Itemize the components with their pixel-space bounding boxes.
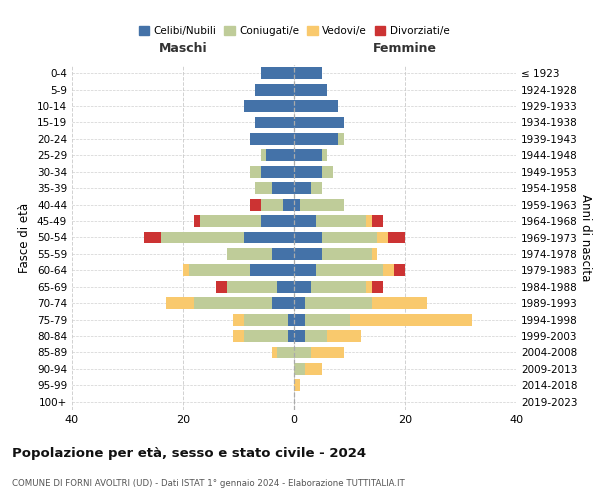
Bar (294, 363, 305, 375)
Text: COMUNE DI FORNI AVOLTRI (UD) - Dati ISTAT 1° gennaio 2024 - Elaborazione TUTTITA: COMUNE DI FORNI AVOLTRI (UD) - Dati ISTA… (12, 479, 405, 488)
Bar (294, 116, 344, 128)
Bar (311, 281, 366, 292)
Bar (294, 330, 305, 342)
Bar (294, 281, 311, 292)
Bar (338, 133, 344, 145)
Bar (244, 100, 294, 112)
Bar (366, 215, 372, 227)
Bar (311, 182, 322, 194)
Bar (322, 248, 372, 260)
Text: Maschi: Maschi (158, 42, 208, 55)
Bar (266, 150, 294, 162)
Bar (311, 346, 344, 358)
Bar (328, 330, 361, 342)
Bar (366, 281, 372, 292)
Bar (283, 198, 294, 210)
Bar (250, 133, 294, 145)
Bar (250, 166, 260, 177)
Bar (233, 330, 244, 342)
Bar (294, 150, 322, 162)
Bar (233, 314, 244, 326)
Bar (166, 298, 194, 309)
Bar (305, 298, 372, 309)
Bar (349, 314, 472, 326)
Bar (277, 346, 294, 358)
Bar (294, 298, 305, 309)
Bar (377, 232, 388, 243)
Bar (299, 198, 344, 210)
Bar (272, 182, 294, 194)
Bar (294, 198, 299, 210)
Bar (227, 281, 277, 292)
Bar (294, 232, 322, 243)
Bar (294, 133, 338, 145)
Bar (294, 264, 316, 276)
Bar (294, 380, 299, 392)
Bar (255, 116, 294, 128)
Bar (289, 330, 294, 342)
Text: Popolazione per età, sesso e stato civile - 2024: Popolazione per età, sesso e stato civil… (12, 448, 366, 460)
Bar (372, 298, 427, 309)
Bar (322, 150, 328, 162)
Bar (194, 298, 272, 309)
Bar (260, 68, 294, 79)
Bar (255, 182, 272, 194)
Bar (255, 84, 294, 96)
Bar (161, 232, 244, 243)
Bar (289, 314, 294, 326)
Bar (188, 264, 250, 276)
Bar (316, 264, 383, 276)
Bar (272, 248, 294, 260)
Bar (260, 215, 294, 227)
Y-axis label: Anni di nascita: Anni di nascita (578, 194, 592, 281)
Bar (372, 248, 377, 260)
Bar (272, 298, 294, 309)
Bar (294, 314, 305, 326)
Bar (294, 166, 322, 177)
Bar (277, 281, 294, 292)
Bar (305, 314, 349, 326)
Bar (294, 100, 338, 112)
Bar (294, 84, 328, 96)
Bar (394, 264, 405, 276)
Bar (316, 215, 366, 227)
Bar (244, 232, 294, 243)
Bar (216, 281, 227, 292)
Bar (260, 150, 266, 162)
Bar (227, 248, 272, 260)
Legend: Celibi/Nubili, Coniugati/e, Vedovi/e, Divorziati/e: Celibi/Nubili, Coniugati/e, Vedovi/e, Di… (134, 22, 454, 40)
Bar (294, 248, 322, 260)
Bar (294, 346, 311, 358)
Bar (294, 68, 322, 79)
Bar (260, 198, 283, 210)
Bar (294, 182, 311, 194)
Bar (244, 314, 289, 326)
Bar (294, 215, 316, 227)
Bar (372, 215, 383, 227)
Bar (305, 330, 328, 342)
Bar (322, 232, 377, 243)
Bar (144, 232, 161, 243)
Bar (388, 232, 405, 243)
Text: Femmine: Femmine (373, 42, 437, 55)
Bar (383, 264, 394, 276)
Y-axis label: Fasce di età: Fasce di età (19, 202, 31, 272)
Bar (260, 166, 294, 177)
Bar (372, 281, 383, 292)
Bar (250, 198, 260, 210)
Bar (322, 166, 333, 177)
Bar (305, 363, 322, 375)
Bar (250, 264, 294, 276)
Bar (194, 215, 200, 227)
Bar (244, 330, 289, 342)
Bar (272, 346, 277, 358)
Bar (200, 215, 260, 227)
Bar (183, 264, 188, 276)
